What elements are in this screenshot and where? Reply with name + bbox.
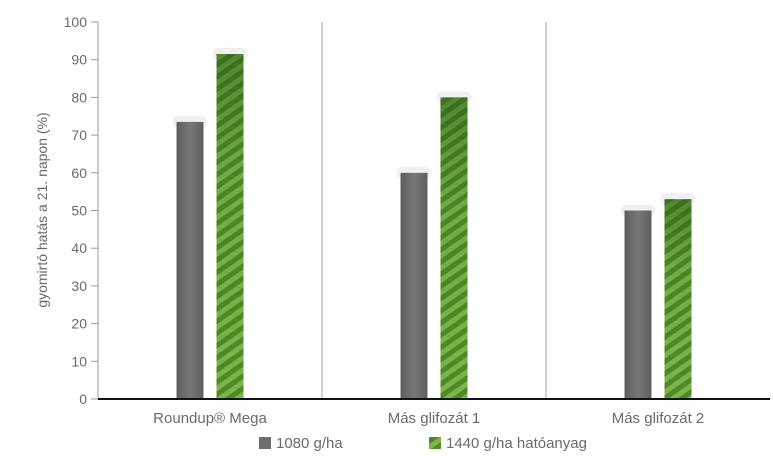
category-label: Más glifozát 1: [388, 410, 481, 427]
bar-1080-2: [624, 210, 652, 399]
legend: 1080 g/ha 1440 g/ha hatóanyag: [259, 435, 587, 452]
y-tick-label: 90: [71, 52, 87, 68]
bar-1440-shade-1: [440, 97, 468, 400]
category-label: Más glifozát 2: [612, 410, 705, 427]
y-tick-label: 60: [71, 165, 87, 181]
bars: [172, 48, 696, 400]
y-tick-label: 10: [71, 353, 87, 369]
bar-1440-shade-0: [216, 54, 244, 400]
legend-label: 1440 g/ha hatóanyag: [446, 435, 587, 452]
y-tick-label: 100: [64, 14, 88, 30]
x-axis: Roundup® Mega Más glifozát 1 Más glifozát …: [98, 398, 770, 427]
gridlines: [321, 22, 547, 399]
legend-label: 1080 g/ha: [276, 435, 343, 452]
y-tick-label: 30: [71, 278, 87, 294]
y-axis-ticks: 0 10 20 30 40 50 60 70 80 90 100: [64, 14, 99, 407]
bar-1440-shade-2: [664, 199, 692, 399]
y-tick-label: 70: [71, 127, 87, 143]
y-axis-label: gyomirtó hatás a 21. napon (%): [34, 112, 50, 307]
legend-swatch: [259, 437, 271, 449]
bar-1080-0: [176, 121, 204, 399]
bar-1080-1: [400, 172, 428, 399]
legend-swatch: [429, 437, 441, 449]
y-tick-label: 40: [71, 240, 87, 256]
y-tick-label: 80: [71, 89, 87, 105]
category-label: Roundup® Mega: [153, 410, 267, 427]
y-tick-label: 50: [71, 203, 87, 219]
y-tick-label: 20: [71, 316, 87, 332]
y-tick-label: 0: [79, 391, 87, 407]
